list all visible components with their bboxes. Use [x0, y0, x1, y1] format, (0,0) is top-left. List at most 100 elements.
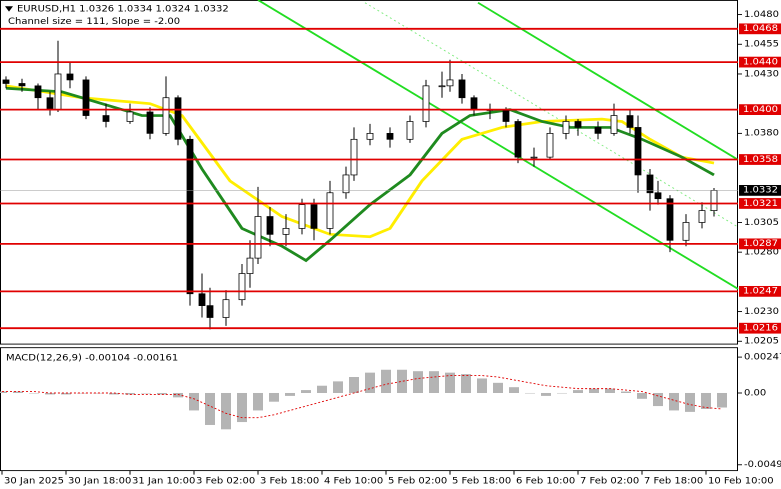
candle-body: [198, 293, 206, 306]
candle-body: [530, 156, 538, 159]
candle-body: [562, 121, 570, 134]
level-label: 1.0400: [743, 104, 778, 114]
candle-body: [546, 133, 554, 158]
macd-bar: [205, 392, 215, 425]
candle-body: [634, 127, 642, 176]
macd-bar: [237, 392, 247, 423]
macd-bar: [125, 392, 135, 395]
candle-body: [594, 127, 602, 134]
y-tick-label: 1.0380: [744, 128, 779, 138]
macd-bar: [685, 392, 695, 412]
main-panel-frame: [0, 0, 738, 345]
macd-bar: [461, 374, 471, 393]
candle-body: [366, 133, 374, 140]
macd-bar: [109, 392, 119, 395]
candle-body: [386, 133, 394, 140]
candle-body: [222, 299, 230, 318]
candle-body: [626, 115, 634, 128]
macd-bar: [413, 371, 423, 393]
macd-signal-line: [2, 375, 723, 419]
candle-body: [82, 79, 90, 116]
macd-bar: [445, 372, 455, 393]
level-label-box: [739, 322, 781, 334]
y-tick-label: 1.0455: [744, 39, 779, 49]
symbol-arrow: [5, 6, 13, 12]
macd-bar: [13, 391, 23, 393]
candle-body: [298, 204, 306, 229]
x-tick-label: 7 Feb 02:00: [580, 476, 639, 486]
macd-bar: [0, 391, 7, 393]
candle-body: [406, 121, 414, 140]
macd-bar: [173, 392, 183, 398]
level-label-box: [739, 56, 781, 68]
candle-body: [654, 192, 662, 200]
candle-body: [446, 79, 454, 87]
macd-bar: [381, 369, 391, 393]
level-label: 1.0287: [743, 239, 778, 249]
candle-body: [574, 121, 582, 128]
chart-subtitle: Channel size = 111, Slope = -2.00: [8, 16, 180, 26]
current-price-label: 1.0332: [743, 185, 778, 195]
macd-bar: [701, 392, 711, 409]
candle-body: [682, 222, 690, 241]
macd-bar: [541, 392, 551, 396]
macd-bar: [285, 392, 295, 396]
macd-bar: [349, 377, 359, 393]
candle-body: [470, 97, 478, 110]
y-tick-label: 1.0205: [744, 336, 779, 346]
macd-bar: [605, 388, 615, 393]
y-tick-label: 1.0305: [744, 217, 779, 227]
x-tick-label: 4 Feb 10:00: [324, 476, 383, 486]
x-tick-label: 5 Feb 02:00: [388, 476, 447, 486]
chart-title: EURUSD,H1 1.0326 1.0334 1.0324 1.0332: [17, 4, 229, 14]
candle-body: [162, 97, 170, 134]
level-label: 1.0247: [743, 286, 778, 296]
x-tick-label: 30 Jan 2025: [4, 476, 64, 486]
macd-bar: [637, 392, 647, 399]
candle-body: [646, 174, 654, 194]
macd-bar: [509, 387, 519, 393]
y-tick-label: 1.0230: [744, 306, 779, 316]
macd-title: MACD(12,26,9) -0.00104 -0.00161: [6, 353, 178, 363]
macd-bar: [45, 392, 55, 395]
candle-body: [102, 115, 110, 122]
candle-body: [326, 192, 334, 229]
candle-body: [174, 97, 182, 140]
macd-bar: [61, 392, 71, 395]
y-tick-label: 1.0430: [744, 69, 779, 79]
macd-bar: [317, 385, 327, 393]
level-label: 1.0468: [743, 24, 778, 34]
level-label: 1.0321: [743, 198, 778, 208]
candle-body: [342, 174, 350, 194]
candle-body: [282, 228, 290, 235]
candle-body: [350, 138, 358, 176]
macd-panel-frame: [0, 347, 738, 472]
candle-body: [438, 85, 446, 88]
current-price-box: [739, 185, 781, 196]
y-tick-label: 1.0280: [744, 247, 779, 257]
candle-body: [266, 216, 274, 235]
macd-bar: [621, 391, 631, 393]
channel-line-lower: [257, 0, 739, 290]
macd-bar: [493, 382, 503, 393]
level-label-box: [739, 104, 781, 115]
candle-body: [206, 305, 214, 318]
y-tick-label: 1.0480: [744, 9, 779, 19]
x-tick-label: 3 Feb 02:00: [196, 476, 255, 486]
level-label-box: [739, 23, 781, 35]
macd-bar: [221, 392, 231, 430]
x-tick-label: 5 Feb 18:00: [452, 476, 511, 486]
candle-body: [710, 190, 718, 211]
macd-bar: [589, 388, 599, 393]
x-tick-label: 6 Feb 10:00: [516, 476, 575, 486]
macd-bar: [189, 392, 199, 411]
level-label-box: [739, 154, 781, 165]
candle-body: [502, 109, 510, 122]
candle-body: [66, 73, 74, 81]
macd-bar: [157, 392, 167, 395]
macd-bar: [653, 392, 663, 407]
candle-body: [2, 79, 10, 84]
x-tick-label: 30 Jan 18:00: [68, 476, 131, 486]
candle-body: [514, 121, 522, 158]
